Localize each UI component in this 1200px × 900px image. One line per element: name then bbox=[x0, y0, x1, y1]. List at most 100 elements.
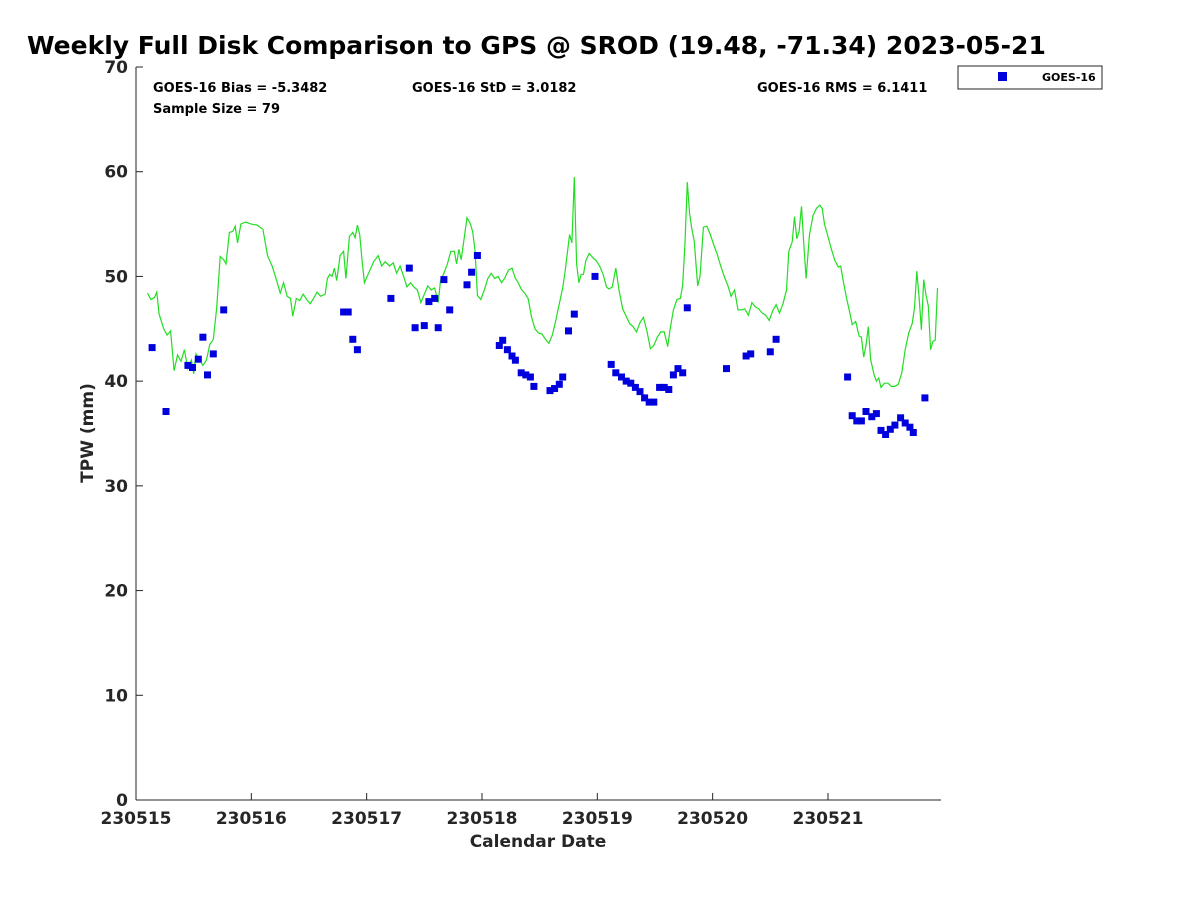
goes-16-data-point bbox=[882, 431, 890, 438]
goes-16-data-point bbox=[607, 360, 615, 368]
goes-16-data-point bbox=[591, 272, 599, 280]
legend-box bbox=[957, 65, 1103, 90]
goes-16-data-point bbox=[508, 352, 516, 360]
goes-16-data-point bbox=[344, 308, 352, 316]
goes-16-data-point bbox=[209, 350, 217, 358]
goes-16-data-point bbox=[683, 304, 691, 312]
goes-16-data-point bbox=[901, 419, 909, 427]
goes-16-data-point bbox=[669, 371, 677, 379]
goes-16-data-point bbox=[742, 352, 750, 360]
goes-16-data-point bbox=[618, 373, 625, 381]
legend-label-goes-16: GOES-16 bbox=[1042, 71, 1096, 84]
goes-16-data-point bbox=[857, 417, 865, 425]
goes-16-data-point bbox=[650, 398, 658, 406]
goes-16-data-point bbox=[674, 365, 682, 373]
goes-16-data-point bbox=[204, 371, 211, 379]
goes-16-data-point bbox=[526, 373, 534, 381]
legend-marker-goes-16 bbox=[998, 72, 1007, 81]
goes-16-data-point bbox=[522, 371, 530, 379]
goes-16-data-point bbox=[503, 346, 511, 354]
goes-16-data-point bbox=[565, 327, 572, 335]
goes-16-data-point bbox=[641, 394, 649, 402]
goes-16-data-point bbox=[906, 423, 914, 431]
y-tick-label: 50 bbox=[104, 267, 128, 287]
goes-16-data-point bbox=[766, 348, 774, 356]
goes-16-data-point bbox=[612, 369, 620, 377]
y-tick-label: 20 bbox=[104, 582, 128, 602]
goes-16-data-point bbox=[723, 365, 730, 373]
goes-16-data-point bbox=[546, 387, 554, 395]
plot-frame bbox=[135, 67, 941, 801]
goes-16-data-point bbox=[559, 373, 567, 381]
series-layer bbox=[146, 176, 939, 438]
goes-16-data-point bbox=[349, 335, 357, 343]
bias-stat: GOES-16 Bias = -5.3482 bbox=[153, 81, 327, 96]
goes-16-data-point bbox=[468, 268, 476, 276]
goes-16-data-point bbox=[463, 281, 471, 289]
goes-16-data-point bbox=[473, 252, 481, 259]
goes-16-data-point bbox=[660, 383, 668, 391]
goes-16-data-point bbox=[848, 412, 856, 420]
y-axis-label: TPW (mm) bbox=[78, 383, 98, 483]
goes-16-data-point bbox=[517, 369, 525, 377]
chart-title: Weekly Full Disk Comparison to GPS @ SRO… bbox=[27, 31, 1046, 60]
rms-stat: GOES-16 RMS = 6.1411 bbox=[757, 81, 927, 96]
goes-16-data-point bbox=[921, 394, 929, 402]
gps-series-line bbox=[146, 176, 939, 389]
goes-16-data-point bbox=[184, 361, 192, 369]
goes-16-data-point bbox=[877, 426, 885, 434]
goes-16-data-point bbox=[220, 306, 228, 314]
goes-16-data-point bbox=[405, 264, 413, 272]
y-tick-label: 70 bbox=[104, 58, 128, 78]
goes-16-data-point bbox=[189, 364, 196, 371]
goes-16-data-point bbox=[627, 379, 635, 387]
goes-16-data-point bbox=[353, 346, 361, 354]
goes-16-data-point bbox=[420, 322, 428, 330]
goes-16-data-point bbox=[665, 386, 673, 393]
goes-16-data-point bbox=[886, 425, 894, 433]
goes-16-data-point bbox=[631, 383, 639, 391]
y-tick-label: 30 bbox=[104, 477, 128, 497]
goes-16-data-point bbox=[656, 383, 664, 391]
y-tick-label: 40 bbox=[104, 372, 128, 392]
x-tick-label: 230518 bbox=[446, 809, 517, 829]
goes-16-data-point bbox=[499, 336, 507, 344]
goes-16-data-point bbox=[868, 413, 876, 421]
x-ticks: 230515 230516 230517 230518 230519 230520 2305… bbox=[101, 793, 863, 829]
goes-16-data-point bbox=[747, 350, 755, 358]
goes-16-data-point bbox=[891, 421, 899, 429]
goes-16-data-point bbox=[645, 398, 653, 406]
goes-16-data-point bbox=[772, 335, 780, 343]
x-axis-label: Calendar Date bbox=[470, 832, 607, 852]
goes-16-data-point bbox=[570, 310, 578, 318]
sample-size-stat: Sample Size = 79 bbox=[153, 102, 280, 117]
goes-16-data-point bbox=[511, 356, 519, 364]
goes-16-data-point bbox=[387, 294, 395, 302]
goes-16-data-point bbox=[434, 324, 442, 332]
goes-16-data-point bbox=[431, 294, 439, 302]
goes-16-data-point bbox=[862, 408, 870, 415]
goes-16-data-point bbox=[909, 429, 917, 436]
goes-16-data-point bbox=[636, 388, 644, 396]
goes-16-data-point bbox=[551, 385, 559, 392]
goes-16-data-point bbox=[446, 306, 454, 314]
x-tick-label: 230519 bbox=[562, 809, 633, 829]
x-tick-label: 230520 bbox=[677, 809, 748, 829]
goes-16-data-point bbox=[872, 410, 880, 418]
goes-16-data-point bbox=[622, 377, 630, 385]
goes-16-data-point bbox=[495, 342, 503, 349]
goes-16-data-point bbox=[199, 333, 207, 341]
x-tick-label: 230516 bbox=[216, 809, 287, 829]
goes-16-data-point bbox=[844, 373, 852, 381]
y-tick-label: 0 bbox=[116, 791, 128, 811]
std-stat: GOES-16 StD = 3.0182 bbox=[412, 81, 576, 96]
goes-16-data-point bbox=[194, 355, 202, 363]
y-tick-label: 60 bbox=[104, 163, 128, 183]
goes-16-data-point bbox=[897, 414, 905, 422]
goes-16-data-point bbox=[148, 344, 156, 352]
x-tick-label: 230517 bbox=[331, 809, 402, 829]
legend: GOES-16 bbox=[957, 65, 1103, 90]
x-tick-label: 230515 bbox=[101, 809, 172, 829]
goes-16-data-point bbox=[853, 417, 861, 425]
